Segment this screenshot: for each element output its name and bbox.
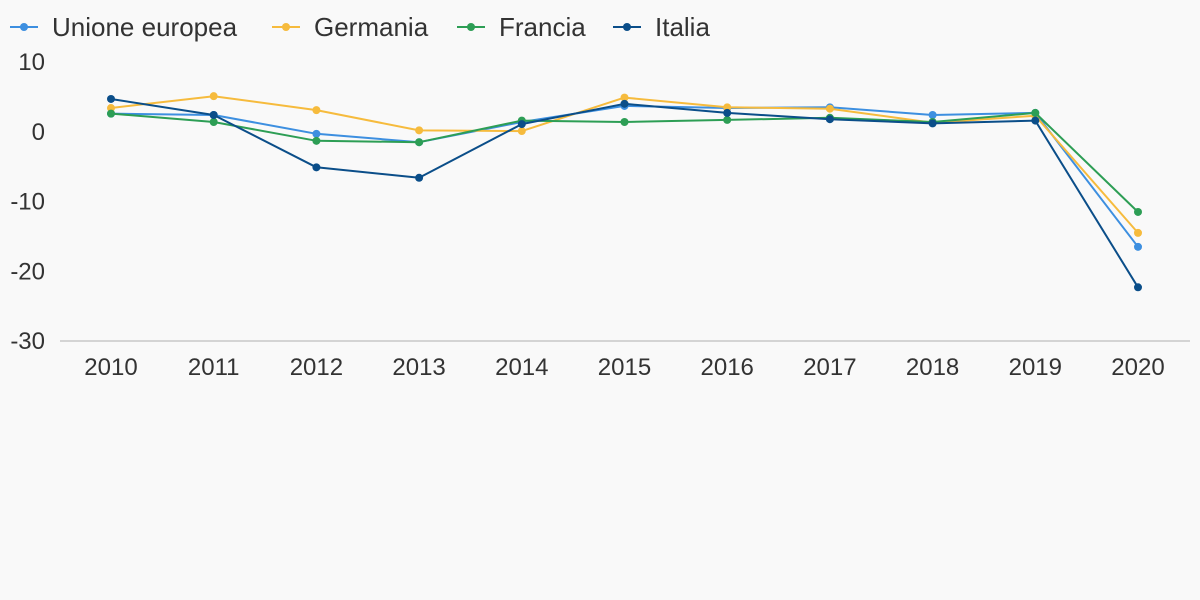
data-point[interactable] bbox=[620, 93, 629, 102]
legend-label: Germania bbox=[314, 12, 429, 42]
series-line bbox=[110, 104, 1139, 248]
legend-dot-marker bbox=[282, 23, 290, 31]
legend-dot-marker bbox=[20, 23, 28, 31]
legend-item[interactable]: Francia bbox=[457, 12, 586, 42]
x-tick-label: 2017 bbox=[803, 354, 856, 381]
data-point[interactable] bbox=[209, 117, 218, 126]
data-point[interactable] bbox=[107, 104, 115, 113]
y-tick-label: -20 bbox=[10, 258, 45, 285]
data-point[interactable] bbox=[415, 138, 424, 147]
series-group bbox=[107, 108, 1142, 216]
data-point[interactable] bbox=[209, 92, 218, 101]
data-point[interactable] bbox=[517, 120, 526, 129]
data-point[interactable] bbox=[723, 115, 732, 124]
x-tick-label: 2010 bbox=[84, 354, 137, 381]
legend-item[interactable]: Italia bbox=[613, 12, 710, 42]
y-tick-label: -10 bbox=[10, 189, 45, 216]
data-point[interactable] bbox=[312, 106, 321, 115]
x-tick-label: 2019 bbox=[1009, 354, 1062, 381]
legend-item[interactable]: Unione europea bbox=[10, 12, 238, 42]
x-tick-label: 2014 bbox=[495, 354, 548, 381]
legend-dot-marker bbox=[467, 23, 475, 31]
data-point[interactable] bbox=[825, 115, 834, 124]
data-point[interactable] bbox=[1134, 283, 1142, 292]
legend-label: Italia bbox=[655, 12, 710, 42]
data-point[interactable] bbox=[928, 111, 937, 120]
series-line bbox=[110, 98, 1139, 288]
x-tick-label: 2011 bbox=[188, 354, 240, 381]
data-point[interactable] bbox=[1031, 108, 1040, 117]
data-point[interactable] bbox=[312, 163, 321, 172]
legend: Unione europea Germania Francia Italia bbox=[10, 12, 710, 42]
data-point[interactable] bbox=[620, 99, 629, 108]
x-tick-label: 2015 bbox=[598, 354, 651, 381]
data-point[interactable] bbox=[620, 117, 629, 126]
series-group bbox=[107, 94, 1142, 292]
series-line bbox=[110, 111, 1139, 213]
x-tick-label: 2012 bbox=[290, 354, 343, 381]
data-point[interactable] bbox=[415, 126, 424, 135]
y-tick-label: -30 bbox=[10, 328, 45, 355]
y-tick-label: 0 bbox=[32, 119, 45, 146]
x-tick-label: 2018 bbox=[906, 354, 959, 381]
legend-label: Unione europea bbox=[52, 12, 238, 42]
data-point[interactable] bbox=[107, 94, 115, 103]
legend-label: Francia bbox=[499, 12, 586, 42]
x-tick-label: 2020 bbox=[1111, 354, 1164, 381]
data-point[interactable] bbox=[825, 104, 834, 113]
data-point[interactable] bbox=[1134, 242, 1142, 251]
series-layer bbox=[107, 92, 1142, 292]
legend-dot-marker bbox=[623, 23, 631, 31]
data-point[interactable] bbox=[1134, 207, 1142, 216]
x-tick-label: 2013 bbox=[392, 354, 445, 381]
y-axis: 10 0 -10 -20 -30 bbox=[10, 49, 45, 355]
data-point[interactable] bbox=[723, 103, 732, 112]
y-tick-label: 10 bbox=[18, 49, 45, 76]
data-point[interactable] bbox=[928, 119, 937, 128]
data-point[interactable] bbox=[107, 109, 115, 118]
x-tick-label: 2016 bbox=[701, 354, 754, 381]
data-point[interactable] bbox=[723, 108, 732, 117]
data-point[interactable] bbox=[1134, 228, 1142, 237]
data-point[interactable] bbox=[1031, 116, 1040, 125]
legend-item[interactable]: Germania bbox=[272, 12, 429, 42]
x-axis: 2010 2011 2012 2013 2014 2015 2016 2017 2018 2019… bbox=[60, 340, 1190, 381]
data-point[interactable] bbox=[312, 136, 321, 145]
data-point[interactable] bbox=[209, 111, 218, 120]
data-point[interactable] bbox=[517, 127, 526, 136]
data-point[interactable] bbox=[312, 129, 321, 138]
data-point[interactable] bbox=[415, 173, 424, 182]
